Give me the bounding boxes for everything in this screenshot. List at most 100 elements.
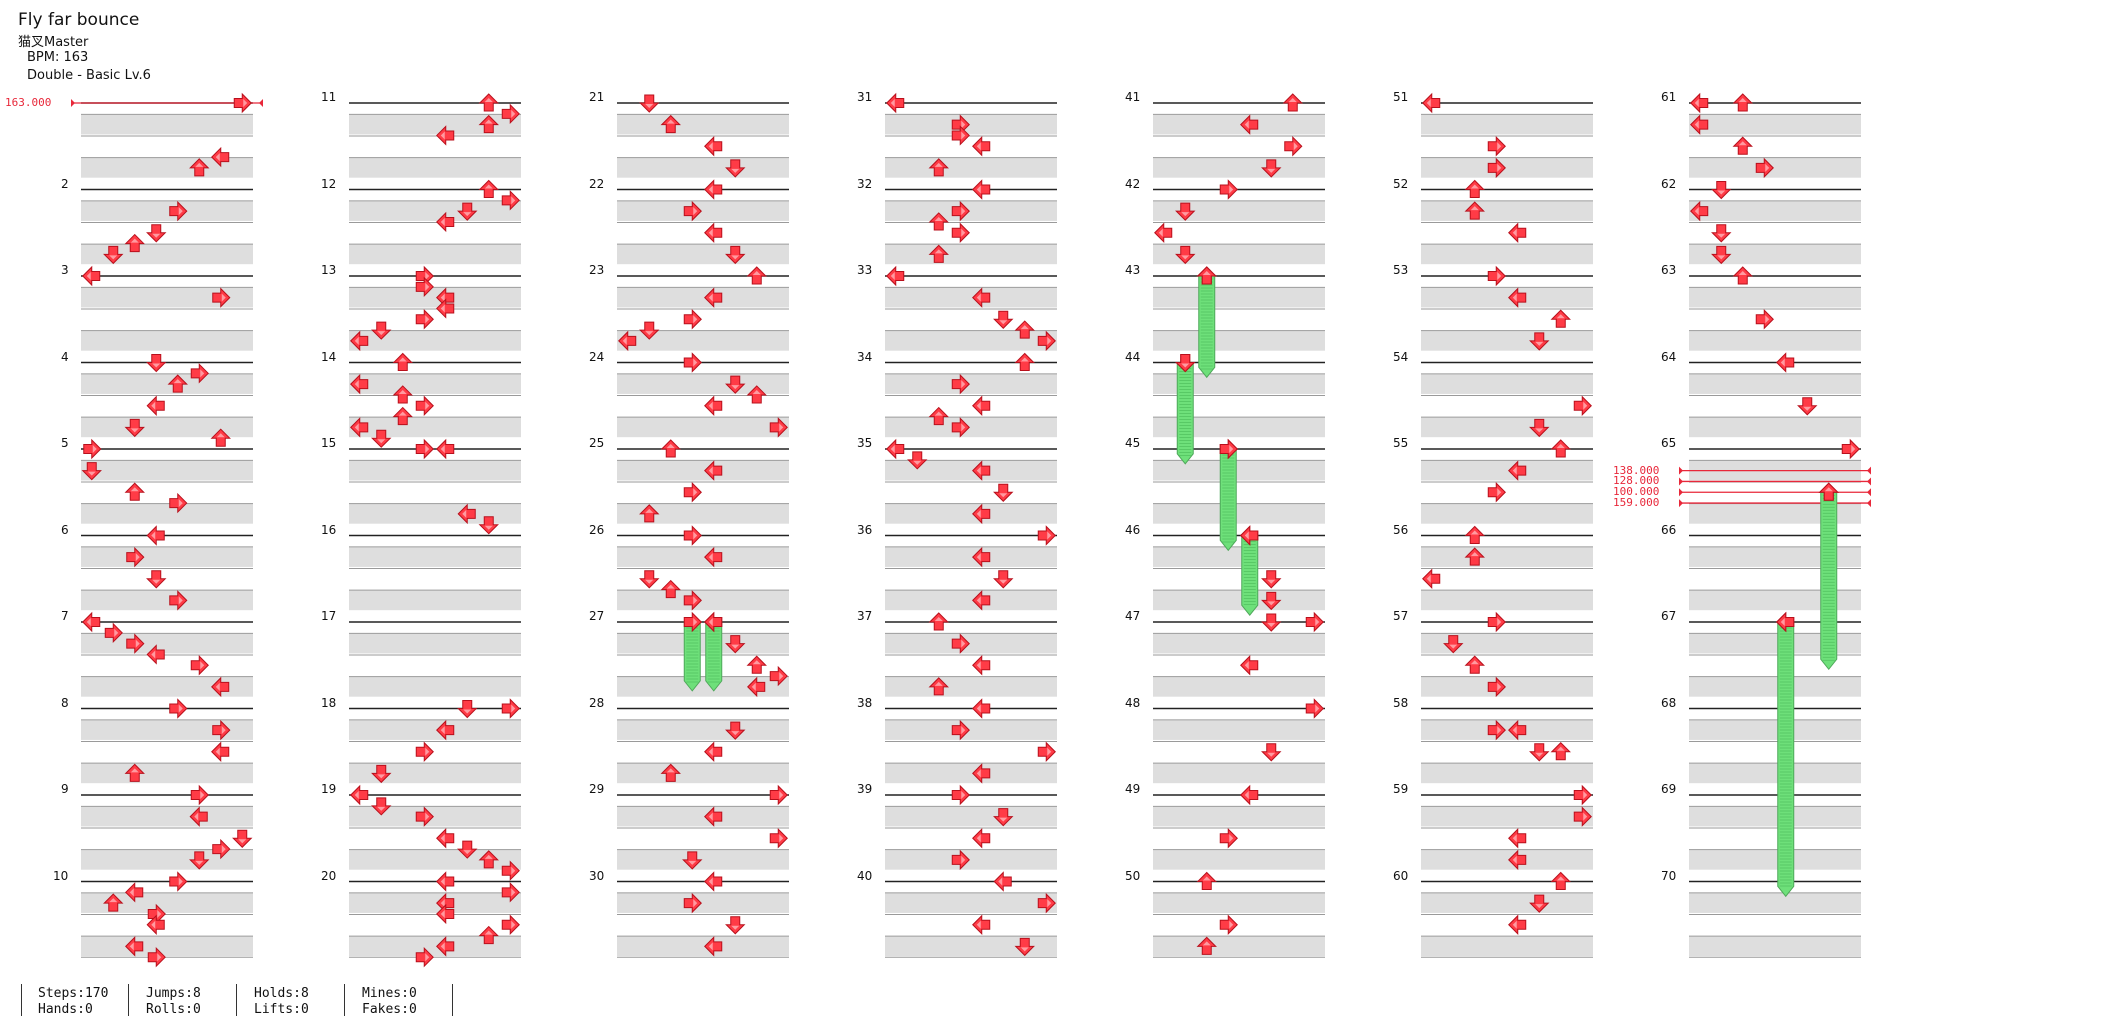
arrow-highlight [354, 791, 359, 799]
arrow-highlight [157, 953, 162, 962]
beat-stripe [1153, 417, 1325, 438]
beat-stripe [885, 374, 1057, 394]
arrow-shape [951, 125, 970, 146]
arrow-highlight [1583, 791, 1588, 799]
arrow-shape [972, 698, 991, 719]
arrow-shape [951, 222, 970, 243]
arrow-highlight [708, 747, 713, 756]
beat-stripe [617, 850, 789, 870]
arrow-highlight [934, 681, 943, 686]
arrow-note-left [211, 146, 230, 168]
arrow-shape [1219, 914, 1238, 935]
arrow-note-left [972, 460, 991, 481]
arrow-highlight [440, 304, 445, 313]
arrow-highlight [1047, 336, 1052, 345]
arrow-highlight [1229, 185, 1234, 194]
arrow-shape [1732, 136, 1753, 155]
arrow-note-down [1175, 354, 1196, 373]
beat-stripe [81, 936, 253, 957]
measure-number: 22 [589, 176, 605, 191]
arrow-shape [1508, 222, 1527, 243]
arrow-note-right [1487, 719, 1506, 741]
arrow-highlight [1497, 618, 1502, 626]
arrow-shape [189, 158, 210, 177]
beat-stripe [81, 331, 253, 351]
measure-number: 47 [1125, 609, 1141, 623]
beat-stripe [1421, 158, 1593, 178]
measure-number: 33 [857, 263, 873, 277]
arrow-highlight [666, 444, 675, 448]
arrow-highlight [484, 98, 493, 102]
arrow-highlight [216, 433, 225, 438]
arrow-highlight [1020, 947, 1029, 952]
arrow-note-up [1550, 742, 1571, 761]
arrow-shape [972, 395, 991, 416]
arrow-note-right [169, 871, 188, 892]
arrow-highlight [1426, 99, 1431, 107]
arrow-shape [1196, 266, 1217, 285]
arrow-shape [1219, 179, 1238, 200]
beat-stripe [1421, 374, 1593, 394]
beat-stripe [1153, 763, 1325, 784]
stats-separator [452, 984, 453, 1016]
arrow-note-down [1261, 570, 1282, 589]
arrow-highlight [1158, 228, 1163, 237]
arrow-highlight [976, 661, 981, 670]
beat-stripe [81, 763, 253, 784]
beat-stripe [1421, 720, 1593, 740]
arrow-note-left [1776, 611, 1795, 633]
arrow-shape [1422, 92, 1441, 114]
arrow-highlight [779, 834, 784, 843]
measure-number: 48 [1125, 695, 1141, 710]
arrow-highlight [708, 618, 713, 626]
arrow-highlight [195, 162, 204, 167]
arrow-shape [1196, 936, 1217, 955]
arrow-shape [683, 590, 702, 611]
arrow-shape [1487, 611, 1506, 633]
measure-number: 57 [1393, 609, 1409, 623]
beat-stripe [885, 460, 1057, 481]
arrow-shape [1240, 114, 1259, 135]
arrow-note-down [124, 418, 145, 438]
bpm-change-label: 163.000 [5, 96, 52, 109]
arrow-note-left [1690, 114, 1709, 135]
arrow-highlight [1851, 445, 1856, 453]
arrow-highlight [151, 401, 156, 410]
arrow-note-left [436, 871, 455, 892]
arrow-shape [501, 882, 520, 903]
arrow-shape [1529, 332, 1550, 351]
arrow-shape [769, 784, 788, 806]
arrow-highlight [1717, 190, 1726, 195]
beat-stripe [1153, 633, 1325, 654]
arrow-shape [501, 190, 520, 211]
arrow-highlight [511, 196, 516, 205]
arrow-highlight [1181, 255, 1190, 260]
measure-number: 64 [1661, 349, 1677, 364]
arrow-note-left [704, 287, 723, 308]
arrow-shape [993, 310, 1014, 329]
arrow-highlight [130, 487, 139, 492]
arrow-note-left [125, 882, 144, 903]
measure-number: 66 [1661, 522, 1677, 537]
measure-number: 15 [321, 436, 337, 450]
arrow-highlight [666, 768, 675, 773]
arrow-highlight [976, 596, 981, 605]
arrow-shape [1529, 743, 1550, 762]
beat-stripe [81, 677, 253, 697]
arrow-note-right [415, 438, 434, 460]
arrow-highlight [1535, 341, 1544, 346]
arrow-note-down [1261, 591, 1282, 611]
arrow-note-left [972, 763, 991, 784]
arrow-note-right [1037, 741, 1056, 762]
arrow-shape [683, 352, 702, 373]
arrow-shape [704, 936, 723, 957]
arrow-highlight [1470, 530, 1479, 535]
arrow-note-right [212, 287, 231, 308]
stats-separator [128, 984, 129, 1016]
arrow-highlight [1229, 834, 1234, 843]
arrow-note-up [1732, 136, 1753, 155]
bpm-marker-right [1867, 466, 1871, 475]
arrow-note-right [126, 633, 145, 654]
arrow-shape [436, 828, 455, 849]
arrow-note-left [704, 806, 723, 827]
